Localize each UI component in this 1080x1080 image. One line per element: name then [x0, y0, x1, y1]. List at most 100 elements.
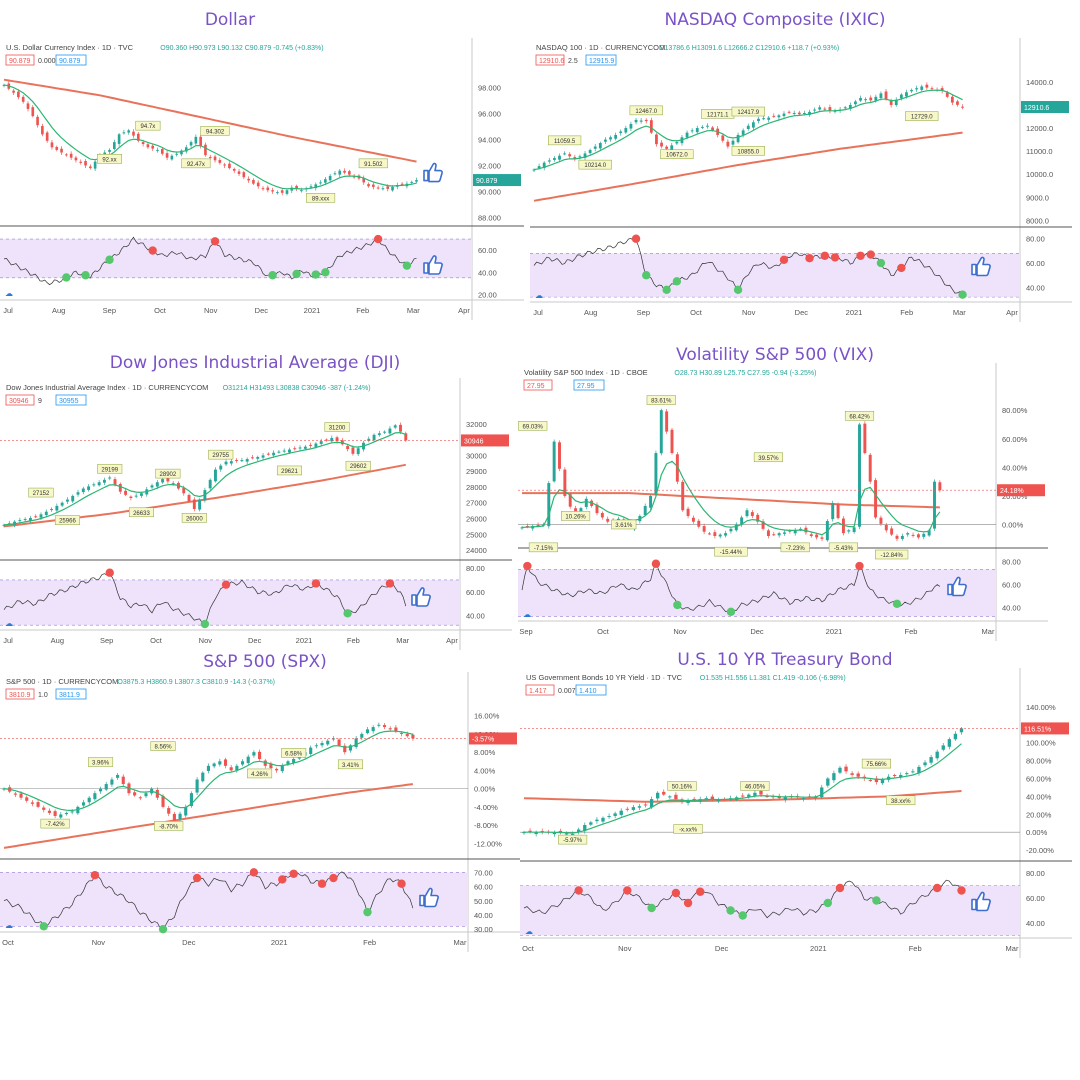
- candle-body: [400, 183, 404, 185]
- candle-body: [598, 143, 602, 149]
- y-tick-label: 27000: [466, 499, 487, 508]
- rsi-tick-label: 40.00: [1026, 283, 1045, 292]
- chart-panel-dji[interactable]: Dow Jones Industrial Average Index · 1D …: [0, 378, 512, 650]
- candle-body: [595, 819, 599, 822]
- candle-body: [692, 798, 696, 800]
- x-month-label: Oct: [597, 627, 610, 636]
- rsi-oversold-marker: [39, 922, 48, 931]
- candle-body: [93, 161, 97, 169]
- rsi-oversold-marker: [662, 285, 671, 295]
- candle-body: [155, 482, 159, 487]
- chart-panel-spx[interactable]: S&P 500 · 1D · CURRENCYCOM O3875.3 H3860.…: [0, 672, 520, 952]
- price-annotation-box: [828, 542, 858, 553]
- chart-panel-dollar[interactable]: U.S. Dollar Currency Index · 1D · TVC O90…: [0, 38, 524, 320]
- candle-body: [208, 479, 212, 489]
- candle-body: [133, 792, 137, 796]
- candle-body: [343, 170, 346, 173]
- rsi-line: [533, 238, 963, 295]
- chart-svg-dollar[interactable]: U.S. Dollar Currency Index · 1D · TVC O90…: [0, 38, 524, 320]
- price-annotation-box: [281, 748, 307, 758]
- candle-body: [172, 813, 176, 821]
- candle-body: [911, 534, 915, 536]
- candle-body: [874, 480, 878, 518]
- chart-svg-spx[interactable]: S&P 500 · 1D · CURRENCYCOM O3875.3 H3860.…: [0, 672, 520, 952]
- candle-body: [823, 108, 827, 110]
- price-annotation-box: [97, 154, 123, 164]
- price-annotation: 38.xx%: [891, 799, 911, 805]
- price-annotation: 11059.5: [554, 139, 576, 145]
- candle-body: [2, 524, 6, 526]
- y-tick-label: 20.00%: [1026, 810, 1052, 819]
- y-tick-label: 20.00%: [1002, 492, 1028, 501]
- chart-panel-tnx[interactable]: US Government Bonds 10 YR Yield · 1D · T…: [520, 668, 1072, 958]
- last-price-tag: [1021, 101, 1069, 114]
- chart-header-symbol: U.S. Dollar Currency Index · 1D · TVC: [6, 43, 134, 52]
- candle-body: [81, 802, 86, 806]
- chart-panel-vix[interactable]: Volatility S&P 500 Index · 1D · CBOE O28.…: [518, 363, 1048, 641]
- price-annotation: 89.xxx: [312, 196, 329, 202]
- rsi-overbought-marker: [278, 875, 287, 884]
- candle-body: [583, 825, 587, 832]
- candle-body: [783, 532, 786, 534]
- rsi-tick-label: 80.00: [1026, 869, 1045, 878]
- candle-body: [832, 773, 836, 781]
- chart-svg-vix[interactable]: Volatility S&P 500 Index · 1D · CBOE O28.…: [518, 363, 1048, 641]
- tv-logo-icon: ☁: [523, 610, 531, 619]
- chart-svg-dji[interactable]: Dow Jones Industrial Average Index · 1D …: [0, 378, 512, 650]
- candle-body: [711, 127, 714, 131]
- candle-body: [826, 778, 830, 786]
- rsi-tick-label: 80.00: [1026, 235, 1045, 244]
- candle-body: [686, 800, 690, 804]
- candle-body: [104, 784, 108, 790]
- candle-body: [929, 757, 933, 763]
- candle-body: [674, 794, 678, 800]
- candle-body: [371, 727, 375, 732]
- ask-value: 1.410: [579, 688, 597, 695]
- candle-body: [568, 494, 572, 507]
- thumbs-up-icon: [971, 256, 991, 277]
- price-annotation-box: [154, 821, 184, 831]
- candle-body: [79, 161, 83, 163]
- price-annotation: -x.xx%: [679, 827, 698, 833]
- bid-box: [535, 54, 565, 66]
- candle-body: [266, 453, 270, 455]
- candle-body: [900, 535, 904, 539]
- chart-panel-nasdaq[interactable]: NASDAQ 100 · 1D · CURRENCYCOM O13786.6 H1…: [530, 38, 1072, 322]
- candle-body: [335, 437, 339, 442]
- candle-body: [411, 734, 415, 739]
- candle-body: [39, 514, 43, 518]
- candle-body: [534, 832, 538, 835]
- rsi-overbought-marker: [835, 883, 845, 893]
- candle-body: [925, 84, 929, 88]
- candle-body: [808, 111, 811, 115]
- x-month-label: Dec: [715, 944, 729, 953]
- candle-body: [536, 524, 540, 526]
- thumbs-up-shape: [971, 256, 991, 277]
- price-annotation-box: [345, 460, 371, 471]
- rsi-band: [518, 569, 996, 617]
- candle-body: [905, 773, 909, 775]
- candle-body: [935, 751, 939, 759]
- bid-box: [523, 379, 553, 391]
- chart-svg-tnx[interactable]: US Government Bonds 10 YR Yield · 1D · T…: [520, 668, 1072, 958]
- candle-body: [563, 153, 567, 155]
- rsi-overbought-marker: [317, 879, 327, 888]
- candle-body: [613, 813, 617, 816]
- candle-body: [941, 745, 945, 750]
- candle-body: [263, 760, 267, 766]
- rsi-oversold-marker: [673, 600, 682, 610]
- ask-value: 90.879: [59, 58, 81, 65]
- price-annotation-box: [646, 395, 676, 405]
- candle-body: [637, 806, 642, 808]
- candle-body: [155, 789, 159, 798]
- candle-body: [201, 772, 205, 782]
- candle-body: [938, 482, 942, 491]
- candle-body: [906, 533, 910, 535]
- price-annotation: 94.7x: [141, 124, 156, 130]
- candle-body: [151, 145, 155, 149]
- candle-body: [916, 534, 920, 538]
- candle-body: [854, 101, 857, 105]
- candle-body: [108, 149, 111, 152]
- thumbs-up-shape: [423, 162, 443, 183]
